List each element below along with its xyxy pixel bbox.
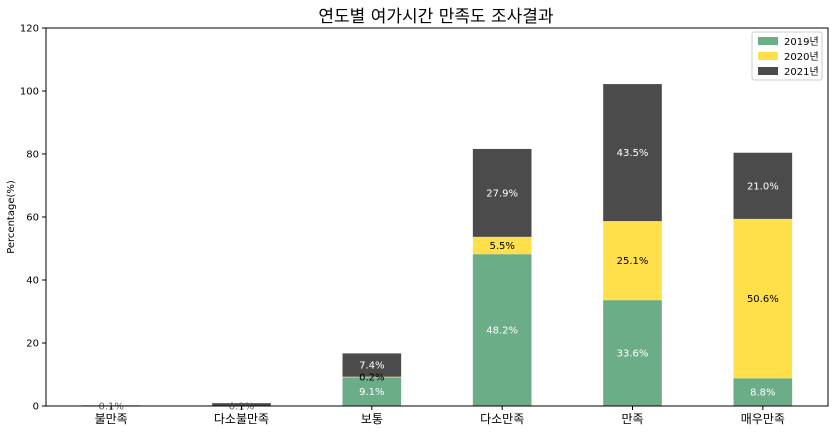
data-label: 8.8% <box>750 388 775 399</box>
y-tick-label: 40 <box>26 276 39 287</box>
bar-segment <box>603 300 662 406</box>
y-ticks-group: 0 20 40 60 80 100 120 <box>20 24 46 413</box>
y-tick-label: 80 <box>26 150 39 161</box>
legend-swatch <box>758 67 778 75</box>
data-label: 0.2% <box>359 373 384 384</box>
bar-segment <box>603 221 662 301</box>
bar-segment <box>733 378 793 406</box>
bars-group <box>81 84 793 406</box>
x-tick-label: 다소불만족 <box>214 412 269 426</box>
bar-segment <box>342 376 402 378</box>
data-label: 7.4% <box>359 361 384 372</box>
bar-segment <box>342 353 402 377</box>
y-axis-label: Percentage(%) <box>6 180 17 254</box>
bar-segment <box>342 377 402 406</box>
x-tick-label: 매우만족 <box>741 412 785 426</box>
bar-segment <box>212 403 271 406</box>
data-label: 48.2% <box>486 326 518 337</box>
data-labels-group: 0.1% 0.1%9.1%0.2%7.4%48.2%5.5%27.9%33.6%2… <box>98 148 778 412</box>
x-tick-label: 불만족 <box>95 412 128 426</box>
data-label: 21.0% <box>747 181 779 192</box>
legend-swatch <box>758 52 778 60</box>
data-label: 9.1% <box>359 387 384 398</box>
x-tick-label: 보통 <box>361 412 383 426</box>
legend-label: 2019년 <box>784 36 819 48</box>
y-tick-label: 60 <box>26 213 39 224</box>
y-tick-label: 120 <box>20 24 39 35</box>
data-label: 25.1% <box>617 256 649 267</box>
legend-label: 2020년 <box>784 51 819 63</box>
y-tick-label: 20 <box>26 339 39 350</box>
data-label: 50.6% <box>747 294 779 305</box>
bar-segment <box>472 254 532 406</box>
y-tick-label: 100 <box>20 87 39 98</box>
legend: 2019년 2020년 2021년 <box>751 31 823 81</box>
data-label: 27.9% <box>486 188 518 199</box>
plot-frame <box>45 27 829 407</box>
x-ticks-group: 불만족 다소불만족 보통 다소만족 만족 매우만족 <box>95 406 785 426</box>
x-tick-label: 다소만족 <box>480 412 524 426</box>
bar-segment <box>733 152 793 219</box>
bar-segment <box>472 148 532 237</box>
data-label: 43.5% <box>617 148 649 159</box>
data-label: 5.5% <box>489 241 514 252</box>
legend-label: 2021년 <box>784 66 819 78</box>
chart-title: 연도별 여가시간 만족도 조사결과 <box>318 7 554 27</box>
bar-segment <box>733 218 793 379</box>
y-tick-label: 0 <box>33 402 39 413</box>
x-tick-label: 만족 <box>621 412 643 426</box>
bar-segment <box>603 84 662 222</box>
legend-swatch <box>758 37 778 45</box>
data-label: 33.6% <box>617 349 649 360</box>
bar-segment <box>472 236 532 255</box>
